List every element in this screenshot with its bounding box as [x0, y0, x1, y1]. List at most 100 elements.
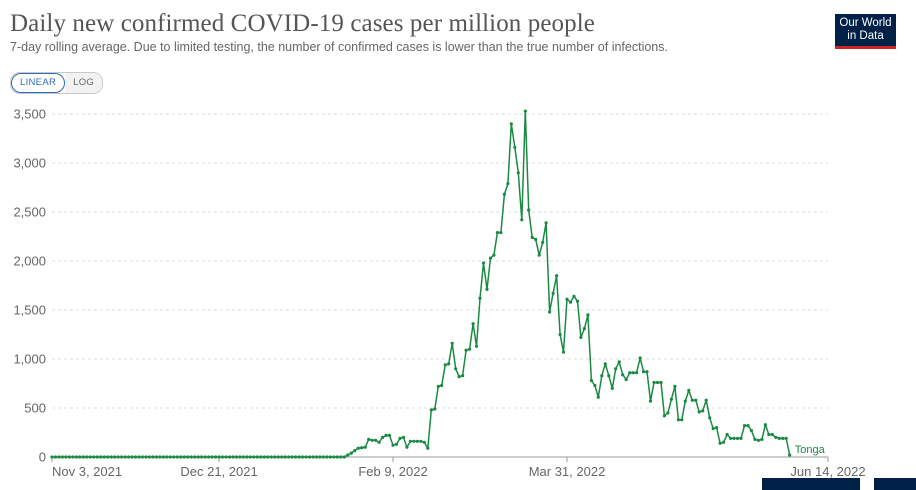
data-point[interactable]: [555, 274, 559, 278]
data-point[interactable]: [763, 423, 768, 427]
data-point[interactable]: [593, 383, 597, 388]
data-point[interactable]: [687, 388, 691, 392]
data-point[interactable]: [610, 386, 614, 390]
bottom-action-button-1[interactable]: [762, 478, 860, 490]
data-point[interactable]: [283, 455, 287, 459]
data-point[interactable]: [642, 370, 646, 374]
data-point[interactable]: [207, 455, 211, 459]
log-scale-button[interactable]: LOG: [65, 73, 103, 93]
data-point[interactable]: [488, 256, 493, 260]
data-point[interactable]: [530, 235, 534, 240]
data-point[interactable]: [370, 438, 374, 442]
data-point[interactable]: [398, 436, 402, 440]
data-point[interactable]: [339, 455, 343, 459]
data-point[interactable]: [628, 371, 632, 375]
data-point[interactable]: [133, 455, 138, 459]
data-point[interactable]: [214, 455, 218, 459]
data-point[interactable]: [175, 455, 179, 459]
data-point[interactable]: [631, 371, 635, 375]
data-point[interactable]: [88, 455, 92, 459]
data-point[interactable]: [165, 455, 169, 459]
data-point[interactable]: [635, 371, 639, 375]
data-point[interactable]: [749, 428, 754, 433]
data-point[interactable]: [565, 297, 569, 301]
data-point[interactable]: [384, 433, 388, 437]
data-point[interactable]: [255, 455, 259, 459]
data-point[interactable]: [360, 446, 364, 450]
data-point[interactable]: [328, 455, 332, 459]
data-point[interactable]: [544, 221, 548, 225]
data-point[interactable]: [781, 436, 785, 440]
data-point[interactable]: [697, 410, 701, 414]
data-point[interactable]: [648, 399, 653, 403]
data-point[interactable]: [732, 436, 736, 440]
data-point[interactable]: [186, 455, 190, 459]
data-point[interactable]: [394, 442, 399, 446]
data-point[interactable]: [433, 407, 437, 411]
data-point[interactable]: [321, 455, 325, 459]
data-point[interactable]: [474, 344, 479, 348]
data-point[interactable]: [276, 455, 280, 459]
data-point[interactable]: [582, 327, 587, 331]
data-point[interactable]: [777, 436, 781, 440]
data-point[interactable]: [617, 360, 621, 364]
data-point[interactable]: [537, 253, 541, 257]
data-point[interactable]: [401, 435, 406, 439]
data-point[interactable]: [106, 455, 110, 459]
data-point[interactable]: [367, 437, 371, 441]
data-point[interactable]: [109, 455, 113, 459]
data-point[interactable]: [172, 455, 176, 459]
data-point[interactable]: [774, 435, 778, 439]
data-point[interactable]: [71, 455, 75, 459]
data-point[interactable]: [652, 380, 656, 385]
data-point[interactable]: [297, 455, 301, 459]
data-point[interactable]: [318, 455, 322, 459]
data-point[interactable]: [513, 145, 517, 149]
data-point[interactable]: [238, 455, 242, 459]
data-point[interactable]: [224, 455, 228, 459]
data-point[interactable]: [154, 455, 158, 459]
data-point[interactable]: [655, 380, 660, 385]
data-point[interactable]: [363, 445, 367, 449]
data-point[interactable]: [499, 231, 503, 235]
data-point[interactable]: [534, 237, 538, 241]
data-point[interactable]: [422, 440, 426, 444]
data-point[interactable]: [443, 363, 447, 367]
data-point[interactable]: [520, 218, 524, 222]
data-point[interactable]: [561, 350, 566, 354]
data-point[interactable]: [300, 455, 305, 459]
data-point[interactable]: [144, 455, 148, 459]
data-point[interactable]: [231, 455, 235, 459]
data-point[interactable]: [509, 122, 513, 126]
data-point[interactable]: [196, 455, 200, 459]
data-point[interactable]: [182, 455, 186, 459]
data-point[interactable]: [666, 411, 670, 415]
data-point[interactable]: [262, 455, 266, 459]
data-point[interactable]: [123, 455, 127, 459]
data-point[interactable]: [729, 436, 733, 440]
data-point[interactable]: [377, 440, 381, 444]
data-point[interactable]: [579, 335, 583, 339]
data-point[interactable]: [266, 455, 270, 459]
data-point[interactable]: [356, 446, 360, 450]
data-point[interactable]: [335, 455, 339, 459]
data-point[interactable]: [57, 455, 61, 459]
data-point[interactable]: [99, 455, 103, 459]
data-point[interactable]: [753, 437, 757, 441]
data-point[interactable]: [85, 455, 89, 459]
data-point[interactable]: [767, 432, 771, 437]
data-point[interactable]: [408, 439, 412, 443]
data-point[interactable]: [374, 438, 378, 442]
data-point[interactable]: [304, 455, 308, 459]
data-point[interactable]: [471, 322, 475, 326]
data-point[interactable]: [412, 439, 416, 443]
data-point[interactable]: [53, 455, 58, 459]
data-point[interactable]: [718, 441, 722, 445]
data-point[interactable]: [252, 455, 256, 459]
data-point[interactable]: [60, 455, 64, 459]
data-point[interactable]: [739, 436, 743, 440]
data-point[interactable]: [419, 439, 423, 443]
data-point[interactable]: [311, 455, 315, 459]
data-point[interactable]: [589, 379, 594, 383]
data-point[interactable]: [269, 455, 273, 459]
